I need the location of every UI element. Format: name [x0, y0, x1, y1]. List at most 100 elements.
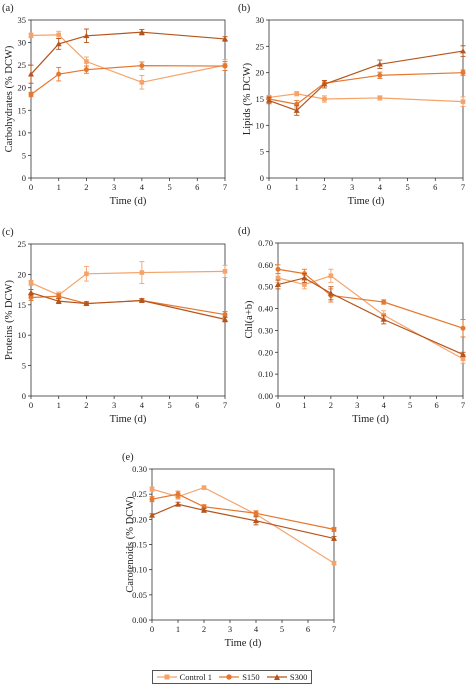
- plot-frame-a: [30, 19, 226, 179]
- x-tick-label: 0: [29, 400, 33, 410]
- x-tick-label: 3: [228, 624, 232, 634]
- y-tick-label: 0.20: [258, 347, 273, 357]
- data-point: [138, 297, 145, 303]
- y-axis-title-e: Carotenoids (% DCW): [125, 496, 136, 593]
- y-tick-label: 10: [18, 128, 27, 138]
- data-point: [331, 535, 337, 541]
- y-tick-label: 0.70: [258, 238, 273, 248]
- y-tick-label: 0.10: [132, 565, 147, 575]
- x-tick-label: 1: [295, 182, 299, 192]
- x-tick-label: 7: [332, 624, 336, 634]
- data-point: [28, 71, 34, 77]
- panel-label-d: (d): [238, 226, 251, 237]
- x-tick-label: 0: [276, 400, 280, 410]
- x-tick-label: 7: [223, 182, 227, 192]
- data-point: [222, 35, 228, 42]
- series-s300-c: [28, 289, 228, 323]
- x-tick-label: 0: [267, 182, 271, 192]
- data-point: [84, 59, 89, 64]
- x-tick-label: 3: [355, 400, 359, 410]
- x-tick-label: 6: [433, 182, 437, 192]
- x-tick-label: 4: [382, 400, 387, 410]
- data-point: [83, 300, 90, 306]
- data-point: [293, 107, 300, 113]
- series-line-control-1: [30, 270, 226, 296]
- data-point: [56, 32, 62, 38]
- data-point: [55, 40, 62, 47]
- panel-b: (b) 0 1 2 3 4 5 6 7 0 5 10 15 20 25 30 Time (d) Lipids (%…: [238, 3, 466, 207]
- data-point: [460, 351, 466, 357]
- y-axis-title-d: Chl(a+b): [244, 300, 255, 338]
- data-point: [201, 485, 207, 490]
- y-tick-label: 0: [260, 173, 264, 183]
- data-point: [175, 491, 181, 497]
- x-tick-label: 2: [84, 182, 88, 192]
- data-point: [28, 33, 34, 38]
- legend-item-control-1: Control 1: [156, 672, 212, 682]
- y-tick-label: 0.00: [258, 391, 273, 401]
- x-tick-label: 5: [280, 624, 284, 634]
- x-axis-title-a: Time (d): [110, 196, 147, 207]
- x-tick-label: 3: [350, 182, 354, 192]
- data-point: [460, 48, 466, 54]
- x-tick-label: 5: [167, 400, 171, 410]
- x-tick-label: 6: [195, 400, 199, 410]
- data-point: [175, 501, 181, 507]
- plot-frame-b: [268, 19, 464, 179]
- legend-swatch-s150: [219, 673, 240, 681]
- data-point: [28, 289, 34, 295]
- y-tick-label: 20: [18, 83, 27, 93]
- data-point: [275, 281, 281, 287]
- panel-label-a: (a): [2, 3, 14, 14]
- legend-item-s150: S150: [219, 672, 260, 682]
- y-tick-label: 15: [256, 94, 265, 104]
- y-tick-label: 0.15: [132, 540, 147, 550]
- series-line-s300: [151, 503, 335, 540]
- series-control-1-d: [275, 268, 466, 364]
- x-tick-label: 1: [176, 624, 180, 634]
- data-point: [222, 269, 228, 274]
- data-point: [201, 507, 207, 513]
- x-tick-label: 0: [150, 624, 154, 634]
- y-tick-label: 0.50: [258, 282, 273, 292]
- data-point: [83, 32, 90, 39]
- series-line-s150: [30, 64, 226, 95]
- data-point: [149, 512, 155, 518]
- data-point: [331, 560, 337, 566]
- series-s150-c: [28, 293, 228, 319]
- x-tick-label: 4: [140, 182, 145, 192]
- x-tick-label: 4: [254, 624, 259, 634]
- plot-frame-e: [151, 468, 335, 621]
- data-point: [460, 99, 466, 104]
- series-s150-b: [266, 69, 466, 109]
- data-point: [381, 299, 387, 305]
- panel-label-c: (c): [2, 227, 14, 238]
- data-point: [139, 63, 145, 69]
- data-point: [253, 510, 259, 516]
- series-s150-e: [149, 490, 337, 532]
- data-point: [222, 63, 228, 69]
- data-point: [460, 70, 466, 76]
- x-tick-label: 4: [378, 182, 383, 192]
- y-tick-label: 5: [260, 147, 264, 157]
- data-point: [28, 91, 34, 97]
- panel-c: (c) 0 1 2 3 4 5 6 7 0 5 10 15 20 25 Time (d) Proteins (%…: [2, 227, 228, 425]
- data-point: [222, 316, 228, 322]
- y-tick-label: 25: [18, 60, 27, 70]
- x-tick-label: 2: [329, 400, 333, 410]
- x-tick-label: 2: [202, 624, 206, 634]
- data-point: [460, 325, 466, 331]
- panel-label-e: (e): [122, 452, 134, 463]
- series-s300-d: [275, 273, 466, 358]
- x-tick-label: 7: [461, 182, 465, 192]
- x-tick-label: 5: [167, 182, 171, 192]
- series-line-s150: [268, 72, 464, 105]
- series-line-control-1: [277, 275, 464, 360]
- y-tick-label: 5: [22, 150, 26, 160]
- panel-e: (e) 0 1 2 3 4 5 6 7 0.00 0.05 0.10 0.15 0.20 0.25 0.30 T…: [122, 452, 337, 649]
- y-tick-label: 0.30: [132, 464, 147, 474]
- y-tick-label: 15: [18, 300, 27, 310]
- plot-frame-c: [30, 243, 226, 397]
- data-point: [139, 79, 145, 85]
- legend-label-control-1: Control 1: [179, 672, 212, 682]
